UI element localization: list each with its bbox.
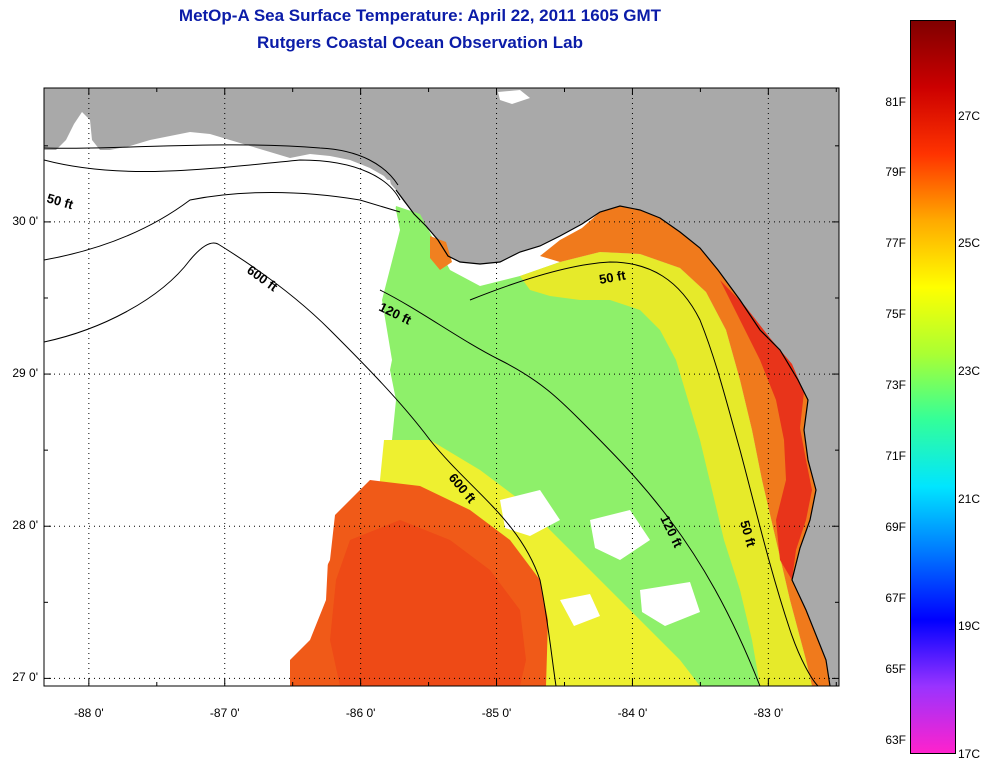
- latitude-tick-label: 28 0': [12, 518, 38, 533]
- colorbar-celsius-label: 27C: [958, 108, 981, 123]
- contour-label: 50 ft: [45, 190, 75, 212]
- contour-50ft-west: [44, 159, 401, 201]
- colorbar-fahrenheit-label: 79F: [885, 165, 906, 180]
- longitude-tick-label: -83 0': [753, 706, 784, 720]
- cloud-gap: [640, 582, 700, 626]
- contour-label: 50 ft: [737, 519, 759, 549]
- colorbar-celsius-label: 19C: [958, 619, 981, 634]
- latitude-tick-label: 30 0': [12, 213, 38, 228]
- cloud-gap: [590, 510, 650, 560]
- sst-mid-band: [520, 252, 812, 686]
- colorbar-fahrenheit-label: 75F: [885, 307, 906, 322]
- map-frame: [43, 87, 840, 687]
- land-region: [44, 88, 839, 686]
- title-line-2: Rutgers Coastal Ocean Observation Lab: [257, 33, 583, 52]
- sst-coastal-warm: [540, 206, 830, 686]
- contour-600ft: [44, 242, 557, 686]
- colorbar-fahrenheit-label: 65F: [885, 661, 906, 676]
- longitude-tick-label: -88 0': [74, 706, 104, 720]
- colorbar-celsius-label: 25C: [958, 236, 981, 251]
- cloud-gap: [560, 594, 600, 626]
- axis-ticks: [44, 88, 839, 686]
- colorbar-fahrenheit-label: 81F: [885, 94, 906, 109]
- colorbar-celsius-label: 17C: [958, 747, 981, 761]
- latitude-tick-label: 27 0': [12, 670, 38, 685]
- colorbar-celsius-label: 23C: [958, 364, 981, 379]
- colorbar-celsius-label: 21C: [958, 491, 981, 506]
- colorbar-fahrenheit-label: 69F: [885, 520, 906, 535]
- colorbar-fahrenheit-label: 73F: [885, 378, 906, 393]
- contour-120ft-west: [44, 192, 401, 261]
- longitude-tick-label: -86 0': [345, 706, 376, 720]
- longitude-tick-label: -87 0': [209, 706, 240, 720]
- contour-label: 50 ft: [598, 267, 628, 287]
- contour-120ft-east: [379, 289, 761, 686]
- longitude-tick-label: -84 0': [617, 706, 648, 720]
- longitude-tick-label: -85 0': [481, 706, 512, 720]
- contour-coastline-west: [44, 144, 399, 186]
- sst-warm-pool-core: [330, 520, 526, 686]
- contour-50ft-east: [469, 261, 819, 686]
- colorbar-fahrenheit-label: 71F: [885, 449, 906, 464]
- coastline: [395, 189, 831, 686]
- colorbar-fahrenheit-label: 63F: [885, 732, 906, 747]
- colorbar-fahrenheit-label: 67F: [885, 590, 906, 605]
- inland-water: [498, 90, 530, 104]
- title-line-1: MetOp-A Sea Surface Temperature: April 2…: [178, 6, 662, 25]
- temperature-colorbar: [910, 20, 956, 754]
- sst-bay-warm: [430, 236, 452, 270]
- colorbar-fahrenheit-label: 77F: [885, 236, 906, 251]
- cloud-gap: [500, 490, 560, 536]
- latitude-tick-label: 29 0': [12, 366, 38, 381]
- sst-coastal-hot: [720, 280, 812, 580]
- cloud-gap: [44, 150, 400, 686]
